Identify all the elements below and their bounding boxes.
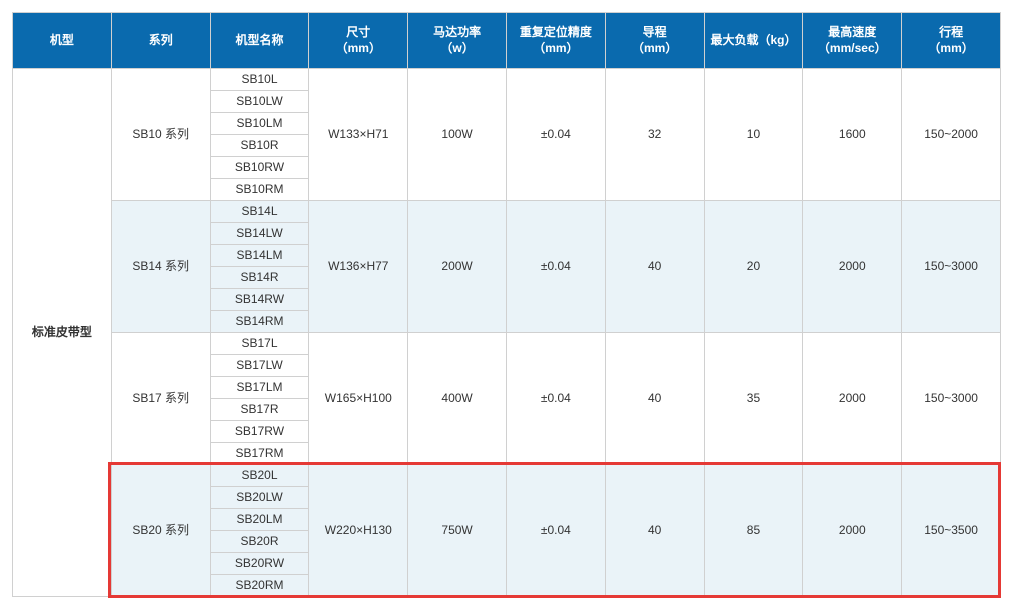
model-cell: SB14L	[210, 201, 309, 223]
model-cell: SB10L	[210, 69, 309, 91]
load-cell: 10	[704, 69, 803, 201]
model-cell: SB10R	[210, 135, 309, 157]
model-cell: SB17RW	[210, 421, 309, 443]
stroke-cell: 150~3500	[902, 465, 1001, 597]
table-row: SB17 系列SB17LW165×H100400W±0.044035200015…	[13, 333, 1001, 355]
model-cell: SB20RW	[210, 553, 309, 575]
power-cell: 100W	[408, 69, 507, 201]
lead-cell: 40	[605, 201, 704, 333]
model-cell: SB10LW	[210, 91, 309, 113]
th-acc: 重复定位精度（mm）	[506, 13, 605, 69]
load-cell: 85	[704, 465, 803, 597]
th-power: 马达功率（w）	[408, 13, 507, 69]
stroke-cell: 150~3000	[902, 333, 1001, 465]
speed-cell: 2000	[803, 333, 902, 465]
model-cell: SB14RM	[210, 311, 309, 333]
th-lead: 导程（mm）	[605, 13, 704, 69]
model-cell: SB10RM	[210, 179, 309, 201]
th-speed: 最高速度（mm/sec）	[803, 13, 902, 69]
model-cell: SB10RW	[210, 157, 309, 179]
speed-cell: 1600	[803, 69, 902, 201]
table-row: SB20 系列SB20LW220×H130750W±0.044085200015…	[13, 465, 1001, 487]
acc-cell: ±0.04	[506, 465, 605, 597]
model-cell: SB20RM	[210, 575, 309, 597]
series-cell: SB20 系列	[111, 465, 210, 597]
model-cell: SB20LW	[210, 487, 309, 509]
lead-cell: 40	[605, 465, 704, 597]
table-row: 标准皮带型SB10 系列SB10LW133×H71100W±0.04321016…	[13, 69, 1001, 91]
power-cell: 750W	[408, 465, 507, 597]
th-load: 最大负载（kg）	[704, 13, 803, 69]
speed-cell: 2000	[803, 465, 902, 597]
dim-cell: W165×H100	[309, 333, 408, 465]
model-cell: SB14LM	[210, 245, 309, 267]
type-cell: 标准皮带型	[13, 69, 112, 597]
dim-cell: W220×H130	[309, 465, 408, 597]
dim-cell: W133×H71	[309, 69, 408, 201]
th-dim: 尺寸（mm）	[309, 13, 408, 69]
model-cell: SB20LM	[210, 509, 309, 531]
series-cell: SB14 系列	[111, 201, 210, 333]
series-cell: SB17 系列	[111, 333, 210, 465]
th-type: 机型	[13, 13, 112, 69]
table-body: 标准皮带型SB10 系列SB10LW133×H71100W±0.04321016…	[13, 69, 1001, 597]
model-cell: SB17R	[210, 399, 309, 421]
th-stroke: 行程（mm）	[902, 13, 1001, 69]
model-cell: SB20R	[210, 531, 309, 553]
model-cell: SB14LW	[210, 223, 309, 245]
model-cell: SB17RM	[210, 443, 309, 465]
model-cell: SB20L	[210, 465, 309, 487]
th-series: 系列	[111, 13, 210, 69]
acc-cell: ±0.04	[506, 333, 605, 465]
acc-cell: ±0.04	[506, 69, 605, 201]
speed-cell: 2000	[803, 201, 902, 333]
load-cell: 20	[704, 201, 803, 333]
model-cell: SB10LM	[210, 113, 309, 135]
th-model: 机型名称	[210, 13, 309, 69]
spec-table: 机型 系列 机型名称 尺寸（mm） 马达功率（w） 重复定位精度（mm） 导程（…	[12, 12, 1001, 597]
dim-cell: W136×H77	[309, 201, 408, 333]
power-cell: 200W	[408, 201, 507, 333]
model-cell: SB17LW	[210, 355, 309, 377]
lead-cell: 40	[605, 333, 704, 465]
model-cell: SB17L	[210, 333, 309, 355]
table-header: 机型 系列 机型名称 尺寸（mm） 马达功率（w） 重复定位精度（mm） 导程（…	[13, 13, 1001, 69]
model-cell: SB14RW	[210, 289, 309, 311]
spec-table-wrap: 机型 系列 机型名称 尺寸（mm） 马达功率（w） 重复定位精度（mm） 导程（…	[12, 12, 1001, 597]
table-row: SB14 系列SB14LW136×H77200W±0.0440202000150…	[13, 201, 1001, 223]
acc-cell: ±0.04	[506, 201, 605, 333]
series-cell: SB10 系列	[111, 69, 210, 201]
stroke-cell: 150~2000	[902, 69, 1001, 201]
load-cell: 35	[704, 333, 803, 465]
power-cell: 400W	[408, 333, 507, 465]
model-cell: SB17LM	[210, 377, 309, 399]
stroke-cell: 150~3000	[902, 201, 1001, 333]
model-cell: SB14R	[210, 267, 309, 289]
lead-cell: 32	[605, 69, 704, 201]
